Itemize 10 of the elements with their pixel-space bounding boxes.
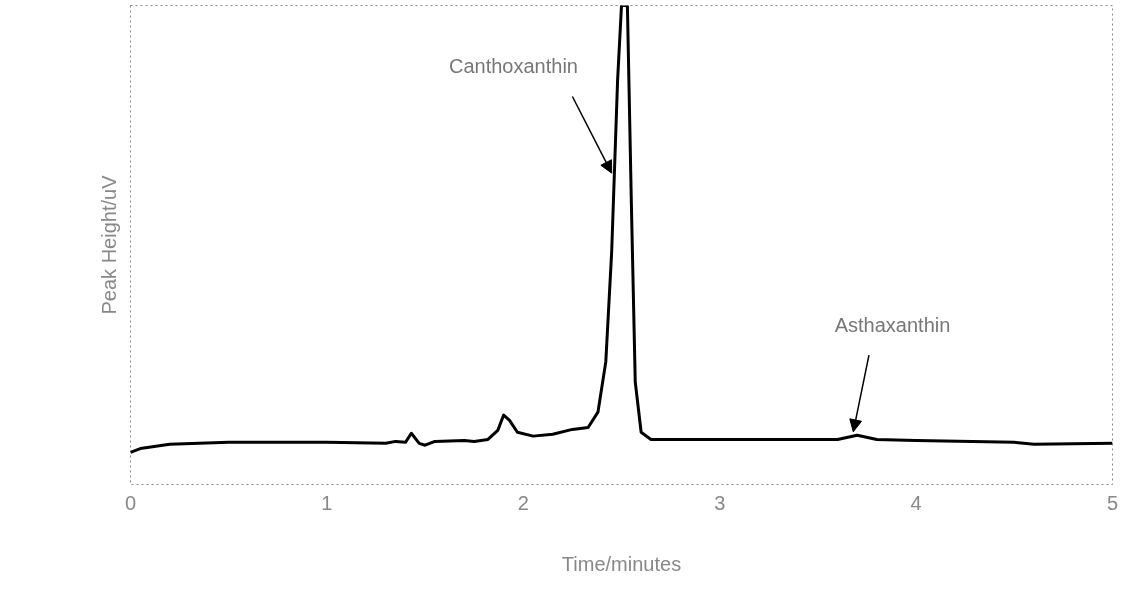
annotation: Canthoxanthin xyxy=(448,55,578,78)
x-tick-label: 4 xyxy=(910,491,922,514)
y-axis-title: Peak Height/uV xyxy=(97,174,120,315)
x-tick-label: 1 xyxy=(321,491,333,514)
x-axis-title: Time/minutes xyxy=(561,552,682,575)
x-tick-label: 2 xyxy=(517,491,529,514)
x-tick-label: 0 xyxy=(124,491,137,514)
x-tick-label: 3 xyxy=(714,491,726,514)
x-tick-label: 5 xyxy=(1106,491,1119,514)
annotation: Asthaxanthin xyxy=(834,314,951,337)
